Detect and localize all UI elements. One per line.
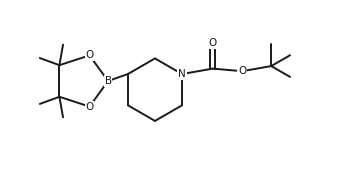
Text: O: O — [86, 102, 94, 112]
Text: N: N — [178, 69, 186, 79]
Text: O: O — [238, 66, 246, 76]
Text: O: O — [209, 38, 217, 48]
Text: B: B — [105, 76, 112, 86]
Text: O: O — [86, 50, 94, 60]
